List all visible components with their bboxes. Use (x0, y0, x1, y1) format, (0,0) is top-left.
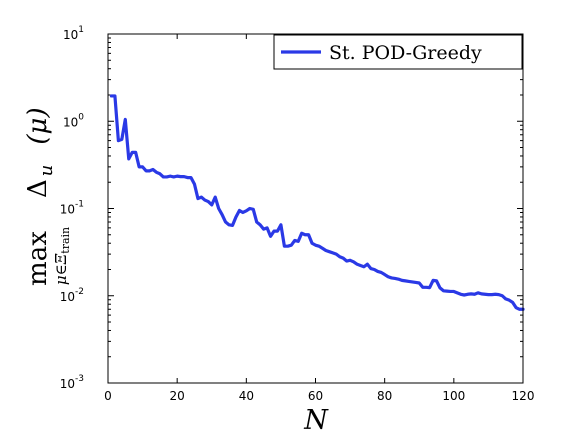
legend: St. POD-Greedy (273, 34, 523, 70)
x-tick-label: 100 (442, 389, 465, 403)
x-tick-label: 20 (170, 389, 185, 403)
x-axis-title: N (303, 405, 329, 435)
y-tick-label: 100 (63, 112, 84, 129)
legend-label: St. POD-Greedy (329, 42, 482, 64)
plot-area (108, 34, 523, 383)
y-title-symbol: Δ (23, 179, 53, 198)
y-tick-label: 10-2 (60, 287, 84, 304)
y-tick-label: 10-3 (60, 374, 84, 391)
svg-text:max Δ u (μ): max Δ u (μ) (23, 107, 57, 286)
y-title-subscript-sub: train (59, 227, 72, 254)
y-title-subscript: μ∈Ξ (52, 253, 70, 285)
x-tick-label: 80 (377, 389, 392, 403)
x-tick-label: 0 (104, 389, 112, 403)
y-title-argument: (μ) (23, 107, 53, 144)
y-tick-label: 10-1 (60, 200, 84, 217)
x-tick-label: 40 (239, 389, 254, 403)
tick-labels: 0 20 40 60 80 100 120 10-3 10-2 10-1 100 101 (60, 25, 535, 403)
series-line-st-pod-greedy (109, 94, 525, 311)
y-tick-label: 101 (63, 25, 84, 42)
plot-frame (107, 33, 524, 384)
y-title-operator: max (23, 231, 53, 286)
svg-text:μ∈Ξtrain: μ∈Ξtrain (52, 227, 72, 285)
x-tick-label: 60 (308, 389, 323, 403)
y-axis-title: max Δ u (μ) μ∈Ξtrain (23, 107, 72, 286)
x-tick-label: 120 (512, 389, 535, 403)
y-title-symbol-sub: u (36, 165, 57, 177)
